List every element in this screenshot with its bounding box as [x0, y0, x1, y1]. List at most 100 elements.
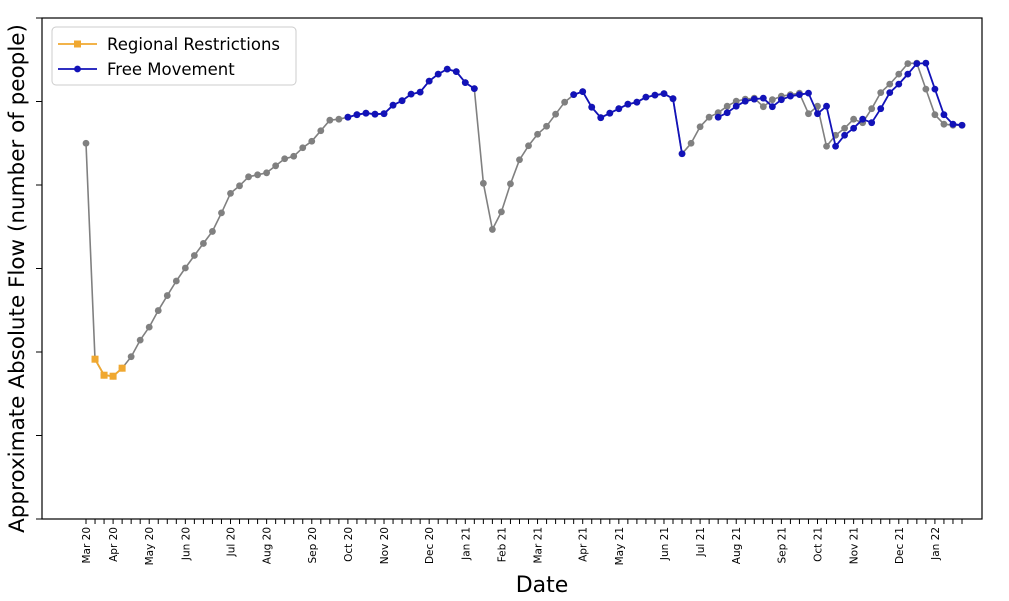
grey-series-point [479, 179, 487, 187]
free-movement-point [443, 65, 451, 73]
free-movement-point [362, 109, 370, 117]
x-ticks: Mar 20 Apr 20 May 20 Jun 20 Jul 20 Aug 20 Sep … [81, 519, 963, 565]
free-movement-point [940, 111, 948, 119]
regional-restrictions-line [94, 358, 123, 378]
x-tick-label: Dec 20 [424, 527, 436, 564]
grey-series-point [534, 130, 541, 138]
free-movement-point [606, 109, 614, 117]
y-axis-label: Approximate Absolute Flow (number of peo… [5, 24, 30, 533]
grey-series-point [326, 116, 334, 124]
grey-series-point [931, 111, 939, 119]
grey-series-point [82, 139, 90, 147]
grey-series-point [543, 122, 550, 130]
grey-series-point [525, 142, 532, 150]
x-tick-label: Jan 21 [460, 527, 472, 561]
free-movement-point [759, 94, 767, 102]
free-movement-point [777, 96, 785, 104]
grey-series-point [877, 89, 885, 97]
free-movement-point [949, 120, 957, 128]
grey-series-point [732, 97, 740, 105]
free-movement-point [669, 95, 677, 103]
grey-series-point [823, 142, 830, 150]
grey-series-point [552, 110, 560, 118]
grey-series-point [299, 144, 307, 152]
grey-series-point [154, 307, 162, 314]
grey-series-point [317, 127, 325, 135]
regional-restrictions-point [109, 372, 117, 380]
legend-swatch-marker [74, 40, 81, 48]
grey-series-point [227, 189, 234, 197]
x-tick-label: Apr 21 [578, 527, 590, 562]
free-movement-point [678, 150, 686, 158]
free-movement-point [741, 97, 749, 105]
grey-series-point [904, 60, 912, 67]
free-movement-point [615, 105, 623, 113]
grey-series-point [498, 208, 505, 216]
plot-area [82, 59, 966, 380]
grey-series-point [561, 98, 569, 106]
grey-series-point [272, 162, 280, 170]
free-movement-point [904, 70, 912, 78]
free-movement-point [434, 70, 442, 78]
free-movement-point [398, 97, 406, 105]
free-movement-point [796, 91, 803, 99]
grey-series-point [236, 182, 243, 190]
grey-series-point [172, 277, 180, 285]
grey-series-point [516, 156, 523, 164]
free-movement-point [814, 110, 821, 118]
free-movement-point [868, 119, 876, 127]
free-movement-point [750, 95, 758, 103]
x-tick-label: Dec 21 [894, 527, 906, 564]
grey-series-point [163, 292, 171, 299]
x-tick-label: Oct 21 [813, 527, 825, 562]
legend-swatch-marker [74, 65, 81, 73]
grey-series-point [922, 85, 930, 93]
legend-frame [51, 26, 297, 86]
x-tick-label: Jul 21 [695, 527, 707, 557]
free-movement-point [805, 89, 812, 97]
x-tick-label: Mar 21 [533, 527, 545, 564]
free-movement-point [841, 131, 848, 139]
free-movement-point [886, 89, 894, 97]
grey-series-point [488, 226, 496, 233]
free-movement-point [823, 102, 830, 110]
regional-restrictions-point [118, 364, 126, 372]
free-movement-point [895, 80, 903, 88]
x-tick-label: Sep 20 [307, 527, 319, 564]
free-movement-point [877, 105, 885, 113]
grey-series-point [254, 171, 261, 179]
regional-restrictions-point [100, 371, 108, 379]
grey-series-point [190, 252, 198, 259]
grey-series-point [850, 115, 858, 123]
x-tick-label: May 21 [614, 527, 626, 565]
free-movement-point [579, 88, 587, 96]
free-movement-point [913, 60, 921, 67]
grey-series-point [723, 102, 731, 110]
free-movement-point [425, 77, 433, 85]
x-tick-label: Aug 20 [262, 527, 274, 564]
free-movement-point [931, 85, 939, 93]
free-movement-point [714, 113, 722, 121]
free-movement-point [416, 88, 424, 96]
grey-series-point [308, 137, 316, 145]
free-movement-point [651, 91, 659, 99]
free-movement-point [850, 124, 858, 132]
grey-series-point [335, 115, 343, 123]
grey-series-point [127, 353, 135, 361]
grey-series-point [696, 123, 704, 131]
grey-series-point [868, 105, 876, 113]
free-movement-point [922, 59, 930, 67]
x-axis-label: Date [516, 573, 569, 597]
free-movement-point [570, 91, 578, 99]
legend: Regional Restrictions Free Movement [51, 26, 297, 86]
grey-series-point [209, 228, 216, 235]
x-tick-label: Feb 21 [496, 527, 508, 562]
grey-series-point [886, 80, 894, 88]
free-movement-point [768, 103, 776, 111]
x-tick-label: Jun 21 [659, 527, 671, 561]
x-tick-label: Sep 21 [776, 527, 788, 564]
x-tick-label: Mar 20 [81, 527, 93, 564]
x-tick-label: Jun 20 [180, 527, 192, 561]
grey-series-point [245, 173, 252, 181]
